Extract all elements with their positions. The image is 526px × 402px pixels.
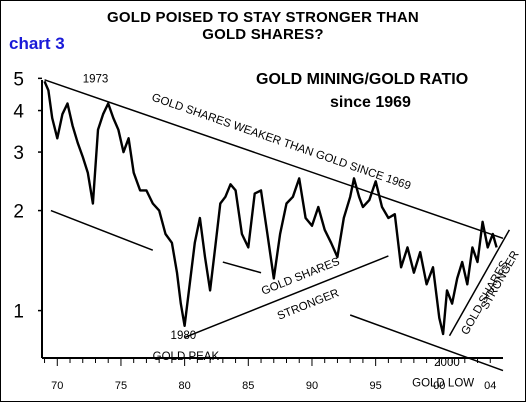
ratio-series-line: [43, 80, 498, 336]
x-tick-label: 90: [306, 380, 318, 392]
chart-title-line2: GOLD SHARES?: [202, 26, 324, 43]
y-tick-label: 4: [13, 102, 24, 123]
chart-annotation: STRONGER: [276, 287, 341, 322]
y-tick-label: 5: [13, 69, 24, 90]
y-tick-label: 1: [13, 302, 24, 323]
trend-line: [50, 209, 154, 251]
chart-annotation: GOLD PEAK: [153, 351, 220, 363]
x-tick-label: 95: [370, 380, 382, 392]
x-tick-label: 04: [484, 380, 496, 392]
chart-title-line1: GOLD POISED TO STAY STRONGER THAN: [107, 9, 419, 26]
y-tick-label: 2: [13, 202, 24, 223]
chart-annotation: GOLD LOW: [412, 378, 474, 390]
x-tick-label: 00: [433, 380, 445, 392]
plot-title: GOLD MINING/GOLD RATIO: [256, 71, 469, 88]
y-tick-label: 3: [13, 143, 24, 164]
x-tick-label: 75: [115, 380, 127, 392]
chart-tag: chart 3: [9, 34, 65, 53]
chart-annotation: 1980: [171, 330, 197, 342]
chart-annotation: GOLD SHARES WEAKER THAN GOLD SINCE 1969: [150, 92, 412, 193]
chart-annotation: STRONGER: [479, 249, 522, 312]
x-tick-label: 80: [179, 380, 191, 392]
chart-annotation: 1973: [83, 74, 109, 86]
trend-line: [222, 261, 262, 274]
trend-line: [184, 255, 389, 339]
x-tick-label: 85: [242, 380, 254, 392]
x-tick-label: 70: [51, 380, 63, 392]
chart-annotation: 2000: [434, 357, 460, 369]
trend-line: [448, 229, 511, 337]
trend-line: [44, 79, 504, 240]
plot-subtitle: since 1969: [330, 94, 411, 111]
trend-line: [349, 314, 504, 372]
